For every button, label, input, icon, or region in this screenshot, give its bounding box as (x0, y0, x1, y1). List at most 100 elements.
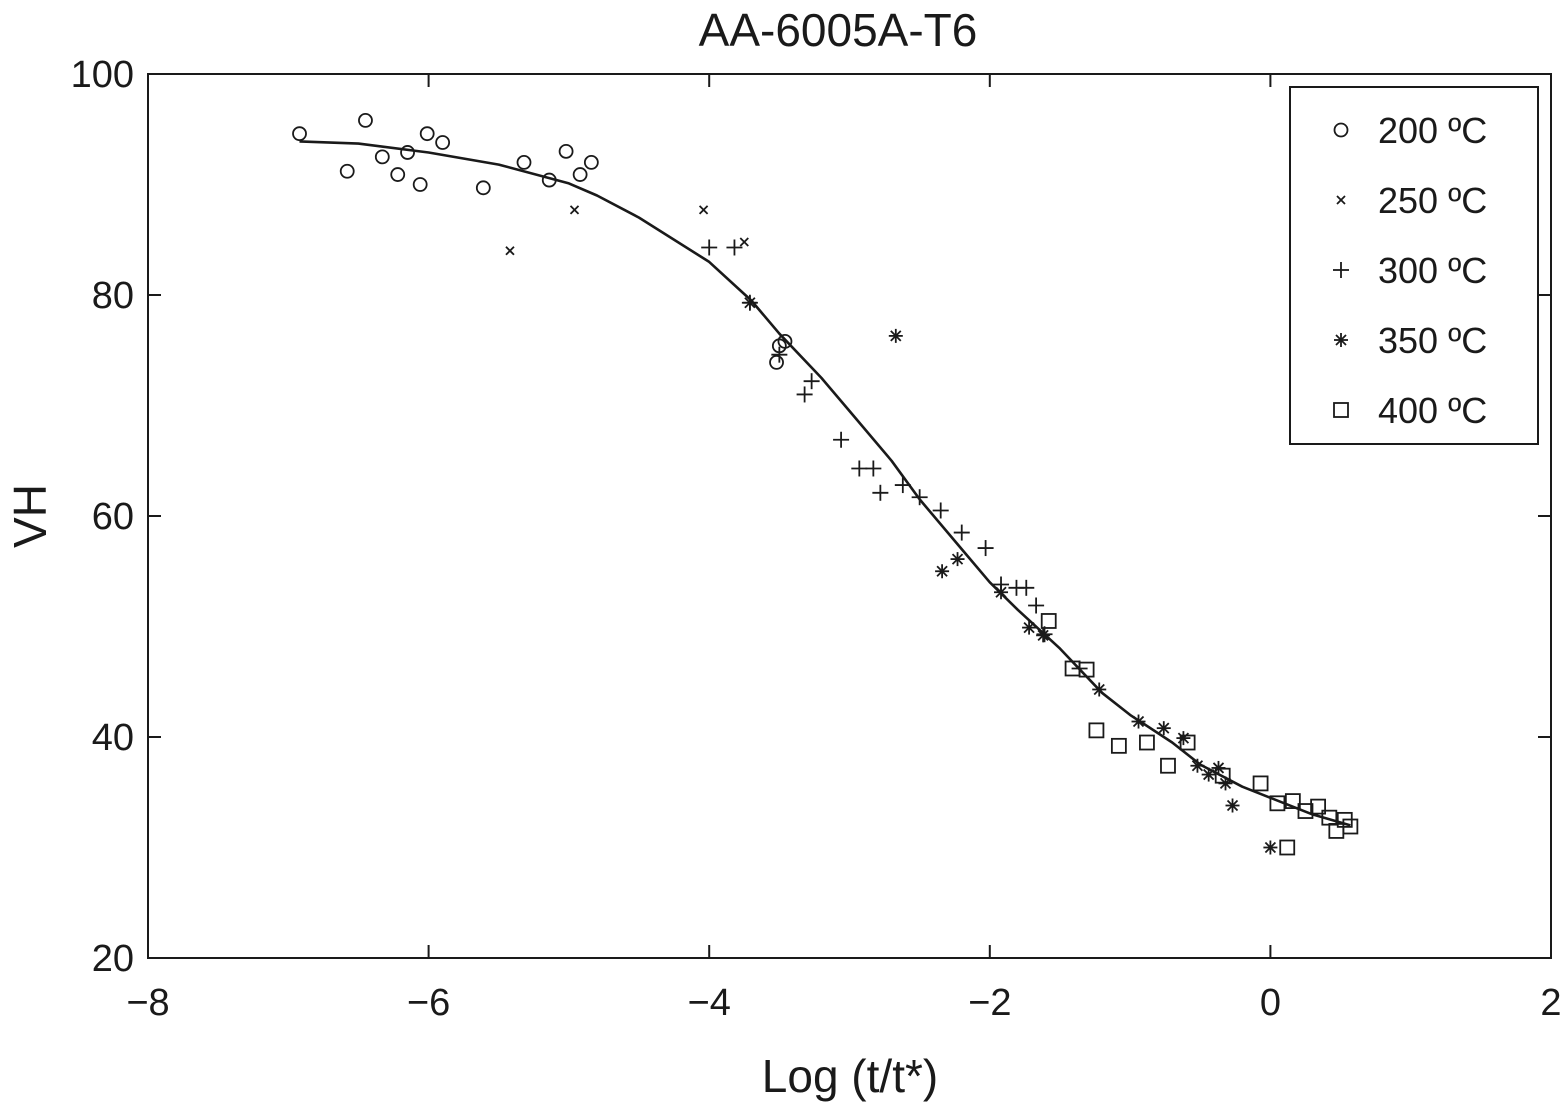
data-point-square (1139, 734, 1155, 751)
data-point-circle (583, 154, 599, 170)
fit-curve-layer (299, 140, 1351, 827)
data-point-square (1040, 613, 1057, 629)
square-marker (1179, 734, 1196, 751)
asterisk-marker-stroke (1203, 768, 1215, 781)
asterisk-marker-stroke (995, 586, 1007, 598)
data-point-circle (475, 180, 491, 196)
legend-marker-asterisk (1334, 333, 1348, 347)
data-point-plus (932, 502, 949, 519)
data-point-square (1297, 803, 1314, 819)
circle-marker (358, 113, 373, 128)
x-marker-stroke (1336, 195, 1346, 205)
data-point-x (698, 205, 709, 215)
data-point-asterisk (950, 552, 965, 567)
data-point-square (1284, 793, 1301, 809)
data-point-x (569, 205, 580, 215)
data-point-circle (412, 177, 428, 192)
y-tick-label: 100 (71, 54, 134, 96)
data-point-circle (777, 334, 793, 349)
asterisk-marker-stroke (1023, 621, 1035, 634)
circle-marker (435, 135, 451, 150)
data-point-asterisk (1131, 714, 1146, 729)
x-tick-label: −6 (407, 982, 450, 1024)
circle-marker (390, 167, 406, 182)
data-point-square (1342, 818, 1359, 835)
data-point-square (1252, 775, 1269, 792)
circle-marker (777, 334, 793, 349)
circle-marker (541, 172, 557, 188)
data-point-plus (851, 460, 868, 477)
legend-label: 400 ºC (1378, 390, 1487, 431)
y-tick-label: 20 (92, 938, 134, 980)
circle-marker (339, 163, 355, 179)
asterisk-marker-stroke (1132, 715, 1145, 728)
data-point-plus (953, 524, 970, 541)
data-point-asterisk (1176, 731, 1191, 746)
asterisk-marker-stroke (1191, 760, 1204, 772)
circle-marker (475, 180, 491, 196)
y-tick-label: 40 (92, 717, 134, 759)
square-marker (1310, 798, 1327, 815)
data-point-asterisk (1036, 628, 1051, 643)
x-tick-label: −8 (126, 982, 169, 1024)
square-marker (1214, 767, 1231, 784)
legend: 200 ºC 250 ºC 300 ºC 350 ºC 400 ºC (1289, 86, 1539, 445)
square-marker (1269, 795, 1286, 812)
data-point-square (1214, 767, 1231, 784)
data-point-asterisk (935, 564, 950, 579)
square-marker (1284, 793, 1301, 809)
circle-marker (412, 177, 428, 192)
square-marker (1279, 839, 1296, 856)
data-point-plus (1018, 579, 1035, 596)
data-point-plus (771, 346, 788, 363)
data-point-circle (292, 126, 307, 142)
legend-marker-circle (1333, 122, 1349, 138)
data-point-circle (769, 355, 784, 370)
data-point-plus (726, 239, 743, 256)
asterisk-marker-stroke (1226, 799, 1239, 812)
asterisk-marker-stroke (1093, 683, 1105, 696)
data-point-plus (865, 460, 882, 477)
legend-label: 350 ºC (1378, 320, 1487, 361)
asterisk-marker-stroke (1264, 841, 1277, 854)
x-marker-stroke (698, 205, 709, 215)
x-marker-stroke (505, 246, 515, 256)
data-point-plus (803, 373, 820, 390)
data-point-square (1310, 798, 1327, 815)
data-point-circle (541, 172, 557, 188)
legend-label: 300 ºC (1378, 250, 1487, 291)
square-marker (1297, 803, 1314, 819)
data-point-circle (400, 145, 415, 160)
circle-marker (292, 126, 307, 142)
data-point-square (1160, 757, 1176, 774)
asterisk-marker-stroke (1158, 722, 1170, 734)
data-point-square (1279, 839, 1296, 856)
circle-marker (1333, 122, 1349, 138)
square-marker (1160, 757, 1176, 774)
data-point-circle (390, 167, 406, 182)
circle-marker (558, 143, 574, 159)
legend-label: 250 ºC (1378, 180, 1487, 221)
data-point-asterisk (1201, 767, 1216, 782)
chart-title: AA-6005A-T6 (699, 4, 978, 56)
data-point-x (505, 246, 515, 256)
data-point-square (1110, 737, 1127, 754)
circle-marker (769, 355, 784, 370)
x-axis-label: Log (t/t*) (762, 1050, 938, 1102)
data-point-plus (1028, 597, 1045, 614)
data-point-square (1179, 734, 1196, 751)
data-point-circle (558, 143, 574, 159)
asterisk-marker-stroke (890, 330, 902, 342)
square-marker (1342, 818, 1359, 835)
asterisk-marker-stroke (936, 565, 948, 577)
data-point-circle (516, 154, 532, 170)
x-marker-stroke (569, 205, 580, 215)
legend-marker-square (1333, 402, 1349, 418)
square-marker (1040, 613, 1057, 629)
data-point-circle (572, 167, 588, 182)
plot-frame (147, 73, 1552, 959)
data-point-asterisk (742, 295, 757, 310)
data-point-plus (977, 540, 994, 557)
data-point-circle (419, 126, 435, 142)
